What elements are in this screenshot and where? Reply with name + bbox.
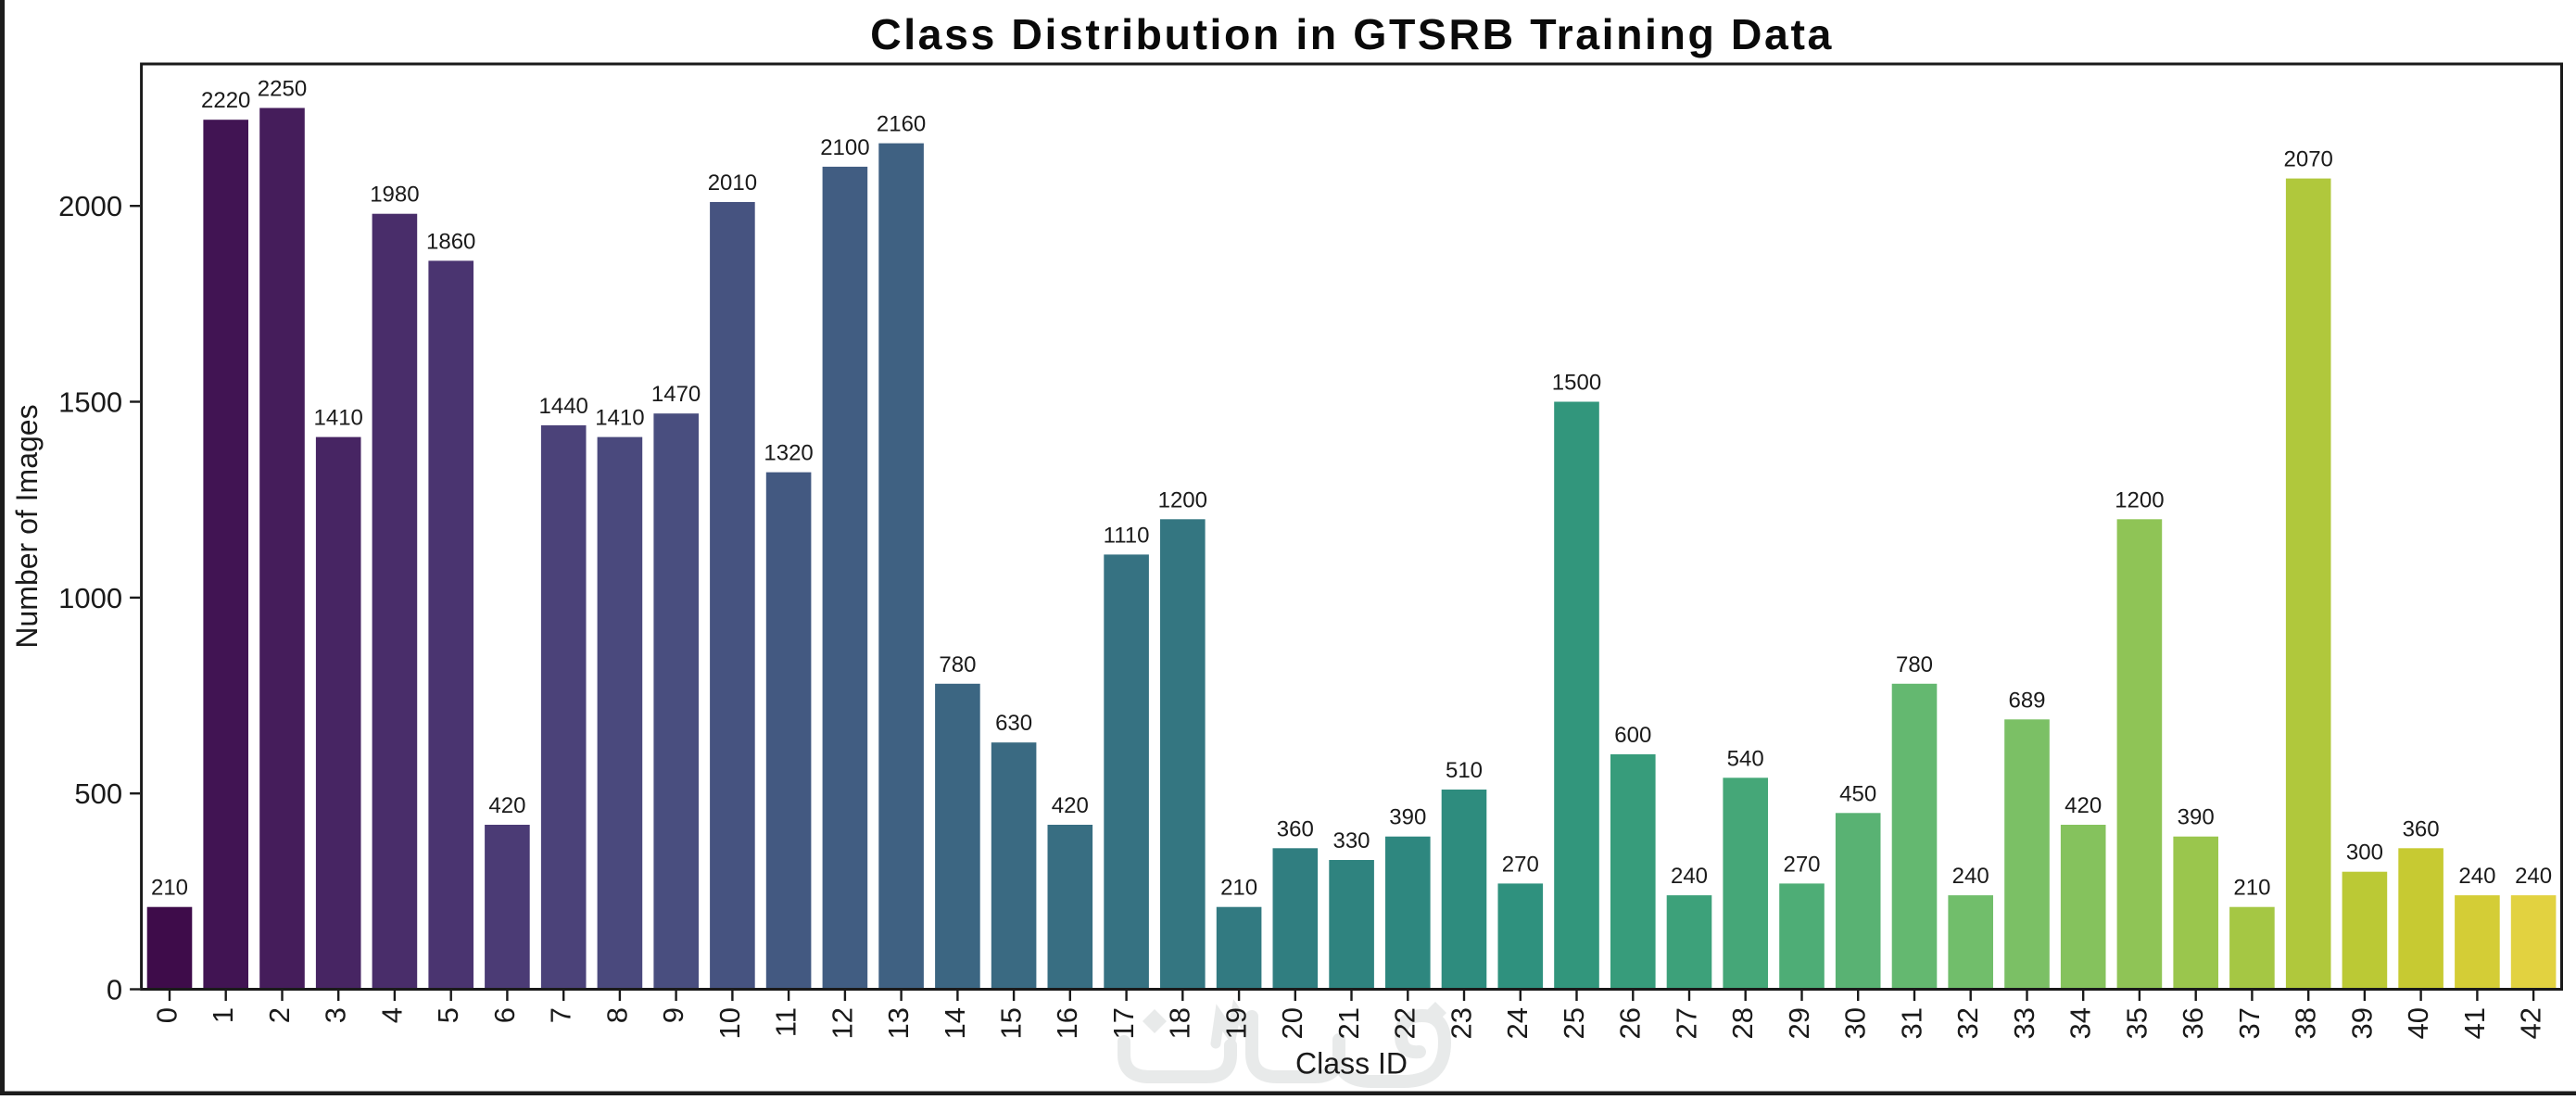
svg-text:20: 20	[1276, 1007, 1308, 1039]
svg-text:17: 17	[1107, 1007, 1140, 1039]
svg-text:780: 780	[1896, 652, 1933, 677]
svg-text:8: 8	[600, 1007, 633, 1023]
svg-text:24: 24	[1501, 1007, 1534, 1039]
svg-text:1000: 1000	[58, 582, 122, 614]
svg-text:630: 630	[995, 711, 1032, 736]
svg-text:1500: 1500	[58, 386, 122, 419]
svg-text:1320: 1320	[764, 441, 813, 466]
svg-text:600: 600	[1614, 723, 1651, 748]
svg-text:41: 41	[2458, 1007, 2491, 1039]
svg-text:34: 34	[2065, 1007, 2097, 1039]
svg-text:210: 210	[2233, 876, 2270, 901]
svg-text:2250: 2250	[258, 77, 307, 102]
svg-text:19: 19	[1220, 1007, 1253, 1039]
svg-text:270: 270	[1783, 852, 1820, 877]
svg-text:6: 6	[488, 1007, 521, 1023]
svg-text:18: 18	[1164, 1007, 1196, 1039]
svg-text:40: 40	[2402, 1007, 2434, 1039]
svg-text:2: 2	[263, 1007, 296, 1023]
svg-text:26: 26	[1614, 1007, 1647, 1039]
svg-text:13: 13	[882, 1007, 915, 1039]
svg-text:360: 360	[1277, 816, 1314, 841]
svg-text:1410: 1410	[314, 406, 363, 431]
svg-text:2100: 2100	[820, 135, 869, 160]
svg-text:210: 210	[151, 876, 188, 901]
svg-text:510: 510	[1446, 758, 1483, 783]
svg-text:22: 22	[1389, 1007, 1421, 1039]
svg-text:3: 3	[320, 1007, 352, 1023]
svg-text:33: 33	[2008, 1007, 2040, 1039]
svg-text:5: 5	[432, 1007, 464, 1023]
svg-text:25: 25	[1558, 1007, 1590, 1039]
svg-text:390: 390	[2178, 805, 2215, 830]
svg-text:450: 450	[1839, 781, 1876, 806]
svg-text:390: 390	[1389, 805, 1426, 830]
svg-text:29: 29	[1783, 1007, 1815, 1039]
svg-text:420: 420	[488, 793, 525, 818]
svg-text:1200: 1200	[2115, 487, 2164, 512]
svg-text:38: 38	[2290, 1007, 2322, 1039]
svg-text:240: 240	[1671, 864, 1708, 889]
svg-text:2220: 2220	[201, 88, 250, 113]
svg-text:9: 9	[657, 1007, 689, 1023]
svg-text:23: 23	[1445, 1007, 1477, 1039]
svg-text:31: 31	[1895, 1007, 1927, 1039]
svg-text:1440: 1440	[539, 394, 588, 419]
svg-text:689: 689	[2008, 688, 2045, 713]
svg-text:2010: 2010	[708, 171, 757, 196]
svg-text:14: 14	[939, 1007, 971, 1039]
svg-text:240: 240	[2515, 864, 2552, 889]
svg-text:21: 21	[1332, 1007, 1365, 1039]
svg-text:37: 37	[2233, 1007, 2266, 1039]
svg-text:16: 16	[1051, 1007, 1083, 1039]
svg-text:28: 28	[1726, 1007, 1759, 1039]
svg-text:2000: 2000	[58, 190, 122, 222]
svg-text:420: 420	[2065, 793, 2102, 818]
svg-text:210: 210	[1220, 876, 1257, 901]
svg-text:1500: 1500	[1552, 371, 1601, 396]
svg-text:12: 12	[826, 1007, 858, 1039]
svg-text:330: 330	[1332, 828, 1370, 853]
svg-text:10: 10	[713, 1007, 746, 1039]
svg-text:0: 0	[150, 1007, 183, 1023]
svg-text:1410: 1410	[595, 406, 644, 431]
svg-text:35: 35	[2120, 1007, 2153, 1039]
svg-text:780: 780	[939, 652, 976, 677]
svg-text:1470: 1470	[651, 382, 701, 407]
svg-text:0: 0	[107, 974, 122, 1006]
svg-text:1110: 1110	[1104, 523, 1150, 548]
svg-text:30: 30	[1839, 1007, 1872, 1039]
svg-text:Class Distribution in GTSRB Tr: Class Distribution in GTSRB Training Dat…	[870, 10, 1834, 58]
svg-text:27: 27	[1670, 1007, 1702, 1039]
svg-text:240: 240	[2458, 864, 2495, 889]
svg-text:1980: 1980	[370, 183, 419, 208]
svg-text:1860: 1860	[426, 229, 475, 254]
svg-text:420: 420	[1052, 793, 1089, 818]
svg-text:32: 32	[1951, 1007, 1984, 1039]
svg-text:42: 42	[2515, 1007, 2547, 1039]
svg-text:7: 7	[545, 1007, 577, 1023]
svg-text:1: 1	[207, 1007, 239, 1023]
svg-text:1200: 1200	[1158, 487, 1207, 512]
svg-text:270: 270	[1502, 852, 1539, 877]
svg-text:36: 36	[2177, 1007, 2209, 1039]
svg-text:300: 300	[2346, 841, 2383, 866]
svg-text:Class ID: Class ID	[1295, 1047, 1408, 1081]
svg-text:540: 540	[1727, 746, 1764, 771]
svg-text:15: 15	[995, 1007, 1028, 1039]
svg-text:39: 39	[2345, 1007, 2378, 1039]
svg-text:500: 500	[74, 778, 122, 810]
svg-text:Number of Images: Number of Images	[10, 404, 44, 648]
svg-text:240: 240	[1952, 864, 1989, 889]
svg-text:360: 360	[2403, 816, 2440, 841]
svg-text:2070: 2070	[2284, 147, 2333, 172]
svg-text:2160: 2160	[877, 112, 926, 137]
svg-text:11: 11	[770, 1007, 802, 1037]
svg-text:4: 4	[375, 1007, 408, 1023]
